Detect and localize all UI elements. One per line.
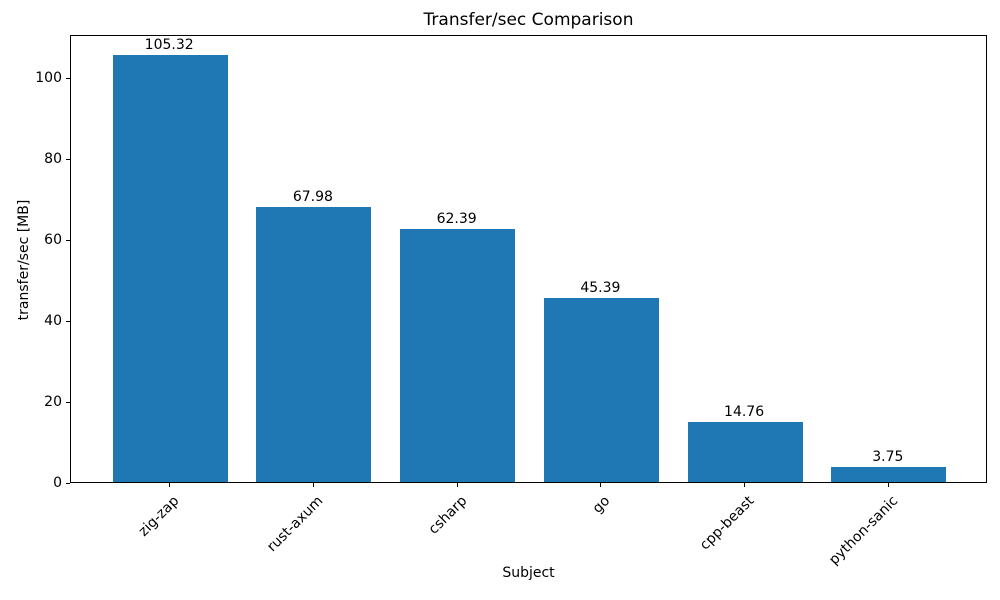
chart-title: Transfer/sec Comparison bbox=[423, 10, 634, 30]
bar-value-label: 14.76 bbox=[724, 404, 765, 420]
bar-value-label: 3.75 bbox=[872, 449, 904, 465]
bar-value-label: 62.39 bbox=[436, 211, 477, 227]
bar-go bbox=[543, 298, 659, 482]
bar-zig-zap bbox=[112, 55, 228, 482]
plot-area bbox=[70, 35, 987, 483]
y-tick-label: 80 bbox=[44, 150, 62, 167]
x-tick-mark bbox=[600, 483, 602, 487]
bar-python-sanic bbox=[831, 467, 947, 482]
bar-value-label: 105.32 bbox=[144, 37, 194, 53]
x-tick-mark bbox=[169, 483, 171, 487]
y-tick-mark bbox=[66, 320, 70, 322]
x-tick-mark bbox=[312, 483, 314, 487]
bar-value-label: 45.39 bbox=[580, 280, 621, 296]
x-tick-mark bbox=[887, 483, 889, 487]
y-tick-mark bbox=[66, 77, 70, 79]
bar-csharp bbox=[400, 229, 516, 482]
y-tick-label: 100 bbox=[35, 69, 62, 86]
y-axis-label: transfer/sec [MB] bbox=[16, 199, 32, 321]
y-tick-mark bbox=[66, 401, 70, 403]
bar-cpp-beast bbox=[687, 422, 803, 482]
x-tick-mark bbox=[744, 483, 746, 487]
y-tick-label: 60 bbox=[44, 231, 62, 248]
y-tick-mark bbox=[66, 158, 70, 160]
y-tick-label: 40 bbox=[44, 312, 62, 329]
y-tick-mark bbox=[66, 483, 70, 484]
y-tick-label: 20 bbox=[44, 393, 62, 410]
y-tick-label: 0 bbox=[53, 475, 62, 491]
bar-value-label: 67.98 bbox=[292, 189, 333, 205]
bar-rust-axum bbox=[256, 207, 372, 482]
x-tick-mark bbox=[456, 483, 458, 487]
y-tick-mark bbox=[66, 239, 70, 241]
x-axis-label: Subject bbox=[502, 565, 555, 581]
